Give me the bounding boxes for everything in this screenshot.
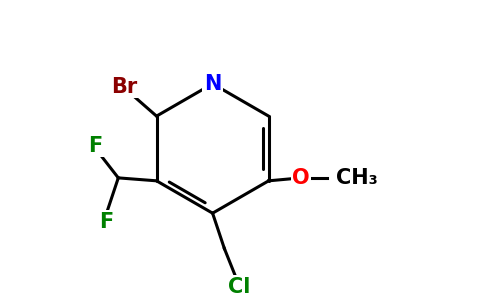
Text: CH₃: CH₃ bbox=[336, 168, 378, 188]
Text: Br: Br bbox=[111, 77, 137, 97]
Text: F: F bbox=[99, 212, 114, 232]
Text: Cl: Cl bbox=[228, 277, 250, 297]
Text: F: F bbox=[88, 136, 102, 155]
Text: O: O bbox=[292, 168, 310, 188]
Text: N: N bbox=[204, 74, 221, 94]
